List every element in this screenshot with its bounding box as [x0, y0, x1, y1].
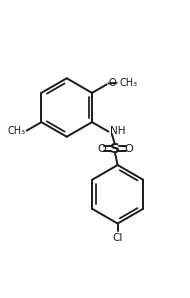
Text: Cl: Cl [112, 233, 123, 243]
Text: CH₃: CH₃ [8, 126, 26, 136]
Text: NH: NH [110, 126, 126, 136]
Text: S: S [110, 142, 120, 156]
Text: CH₃: CH₃ [120, 78, 138, 88]
Text: O: O [124, 144, 133, 153]
Text: O: O [109, 78, 117, 88]
Text: O: O [97, 144, 106, 153]
